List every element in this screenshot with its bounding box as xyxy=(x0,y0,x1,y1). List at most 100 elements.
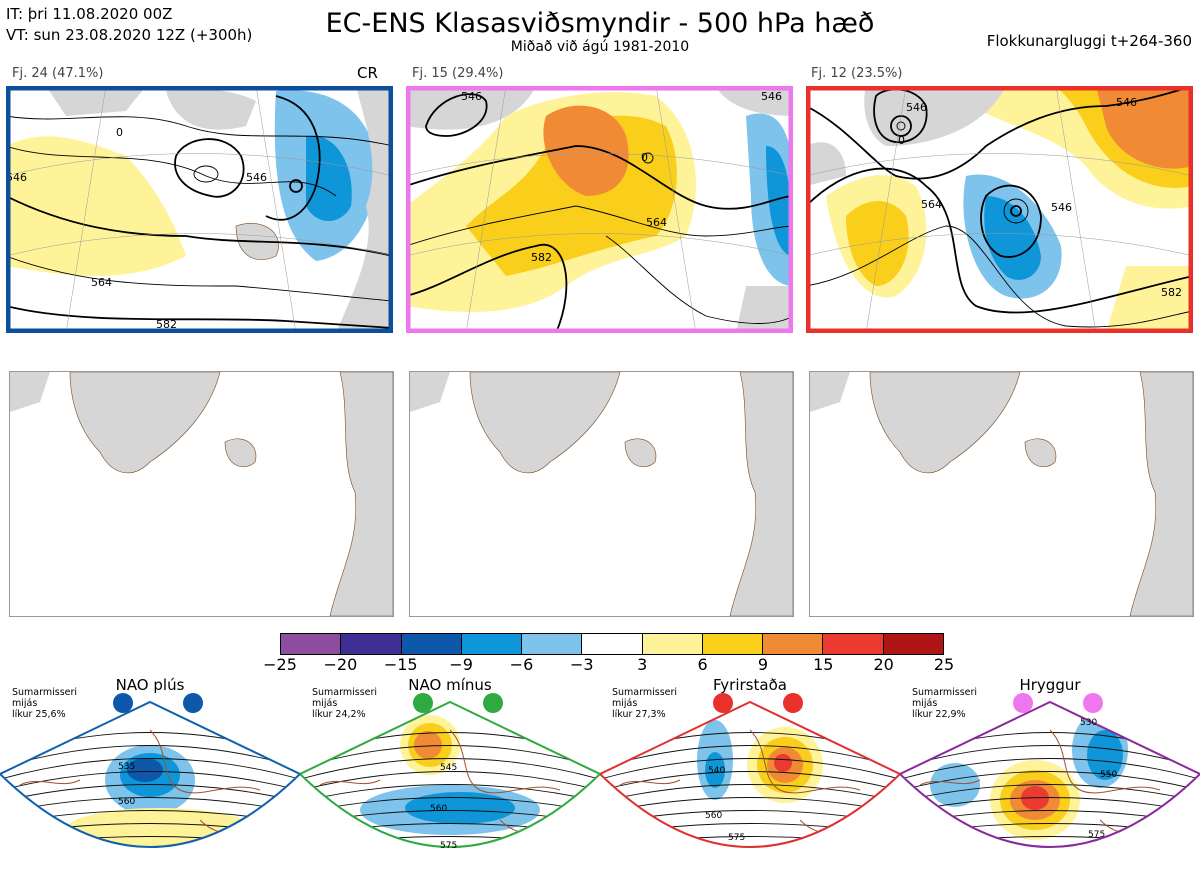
regime-border xyxy=(598,700,902,848)
valid-time: VT: sun 23.08.2020 12Z (+300h) xyxy=(6,26,253,44)
regime-contour-label: 550 xyxy=(1100,770,1117,780)
contour-label: 564 xyxy=(646,216,667,229)
regime-note-line: Sumarmisseri xyxy=(312,687,378,698)
cluster-1-tag: CR xyxy=(357,64,378,82)
contour-label: 546 xyxy=(1051,201,1072,214)
height-contour xyxy=(600,784,900,805)
height-contour xyxy=(0,758,300,783)
regime-map: 535 560 xyxy=(0,690,302,875)
colorbar-tick-label: 15 xyxy=(813,655,834,674)
empty-map-2 xyxy=(409,371,794,617)
regime-contour-label: 530 xyxy=(1080,718,1097,728)
contour-label: 546 xyxy=(246,171,267,184)
colorbar-tick-label: −9 xyxy=(449,655,473,674)
regime-contour-label: 560 xyxy=(705,811,722,821)
contour-label: 582 xyxy=(1161,286,1182,299)
height-contour xyxy=(900,771,1200,794)
regime-marker-dot xyxy=(713,693,733,713)
colorbar-tick-label: 25 xyxy=(933,655,955,674)
contour-label: 546 xyxy=(6,171,27,184)
init-time: IT: þri 11.08.2020 00Z xyxy=(6,5,173,23)
chart-subtitle: Miðað við ágú 1981-2010 xyxy=(510,39,690,55)
colorbar-tick-label: −6 xyxy=(509,655,534,674)
regime-note-line: líkur 25,6% xyxy=(12,709,66,720)
regime-contour-label: 575 xyxy=(1088,830,1105,840)
regime-contour-label: 560 xyxy=(118,797,135,807)
height-contour xyxy=(0,784,300,805)
colorbar-bin xyxy=(401,634,462,654)
colorbar-bin xyxy=(763,634,824,654)
contour-label: 0 xyxy=(116,126,123,139)
height-contour xyxy=(600,771,900,794)
regime-note-line: líkur 24,2% xyxy=(312,709,366,720)
contour-label: 546 xyxy=(461,90,482,103)
height-contour xyxy=(900,758,1200,783)
regime-contour-label: 540 xyxy=(708,766,725,776)
anomaly-shading xyxy=(65,808,255,847)
contour-label: 546 xyxy=(906,101,927,114)
cluster-2-label: Fj. 15 (29.4%) xyxy=(412,66,504,81)
regime-marker-dot xyxy=(183,693,203,713)
colorbar-tick-label: 20 xyxy=(873,655,894,674)
anomaly-shading xyxy=(405,792,515,824)
anomaly-shading xyxy=(1087,730,1123,780)
regime-note-line: mijás xyxy=(612,698,638,709)
contour-label: 0 xyxy=(898,134,905,147)
regime-note: Sumarmisseri mijás líkur 24,2% xyxy=(312,687,377,720)
cluster-3-border xyxy=(806,86,1193,333)
regime-marker-dot xyxy=(483,693,503,713)
regime-marker-dot xyxy=(413,693,433,713)
colorbar-tick-label: −3 xyxy=(570,655,594,674)
regime-title: NAO mínus xyxy=(408,676,492,694)
regime-contour-label: 545 xyxy=(440,763,457,773)
regime-note-line: líkur 27,3% xyxy=(612,709,666,720)
cluster-3-map: 546 564 582 546 546 0 xyxy=(806,86,1193,333)
anomaly-shading xyxy=(705,752,725,788)
height-contour xyxy=(600,863,900,871)
regime-note-line: mijás xyxy=(912,698,938,709)
cluster-1-label: Fj. 24 (47.1%) xyxy=(12,66,104,81)
cluster-1-map: 546 546 564 582 0 xyxy=(6,86,393,333)
height-contour xyxy=(0,771,300,794)
contour-label: 582 xyxy=(531,251,552,264)
regime-note-line: Sumarmisseri xyxy=(912,687,978,698)
regime-border xyxy=(0,700,302,848)
colorbar xyxy=(280,633,944,655)
anomaly-shading xyxy=(930,763,980,807)
regime-title: Fyrirstaða xyxy=(713,676,787,694)
cluster-1-border xyxy=(6,86,393,333)
height-contour xyxy=(0,863,300,871)
regime-title: NAO plús xyxy=(115,676,185,694)
regime-contour-label: 560 xyxy=(430,804,447,814)
cluster-2-map: 546 564 582 546 0 xyxy=(406,86,793,333)
height-contour xyxy=(900,850,1200,860)
regime-marker-dot xyxy=(1013,693,1033,713)
header-times: IT: þri 11.08.2020 00Z VT: sun 23.08.202… xyxy=(6,4,252,46)
contour-label: 0 xyxy=(641,151,648,164)
regime-contour-label: 535 xyxy=(118,762,135,772)
cluster-2-border xyxy=(406,86,793,333)
colorbar-bin xyxy=(823,634,884,654)
contour-label: 546 xyxy=(761,90,782,103)
height-contour xyxy=(0,850,300,860)
regime-map: 530 550 575 xyxy=(898,690,1200,875)
colorbar-bin xyxy=(461,634,523,654)
regime-marker-dot xyxy=(113,693,133,713)
colorbar-bin xyxy=(522,634,583,654)
colorbar-tick-label: −20 xyxy=(323,655,358,674)
colorbar-tick-label: −15 xyxy=(383,655,418,674)
height-contour xyxy=(300,863,600,871)
regime-contour-label: 575 xyxy=(440,841,457,851)
regime-marker-dot xyxy=(1083,693,1103,713)
regime-map: 545 560 575 xyxy=(298,690,602,875)
regime-note-line: líkur 22,9% xyxy=(912,709,966,720)
regime-border xyxy=(898,700,1200,848)
height-contour xyxy=(900,784,1200,805)
height-contour xyxy=(600,850,900,860)
contour-label: 564 xyxy=(91,276,112,289)
regime-marker-dot xyxy=(783,693,803,713)
height-contour xyxy=(900,863,1200,871)
contour-label: 546 xyxy=(1116,96,1137,109)
colorbar-tick-label: 3 xyxy=(637,655,648,674)
contour-label: 564 xyxy=(921,198,942,211)
